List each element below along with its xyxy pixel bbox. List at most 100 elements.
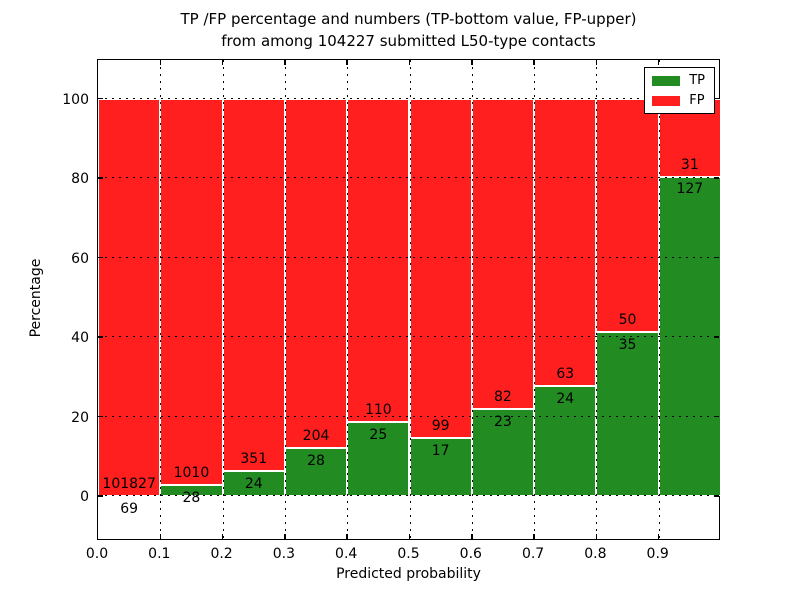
- y-tick-label: 40: [71, 330, 89, 346]
- gridline-horizontal: [98, 177, 719, 178]
- x-tick-mark: [221, 534, 224, 539]
- y-tick-mark: [714, 415, 719, 418]
- gridline-horizontal: [98, 256, 719, 258]
- gridline-vertical: [534, 60, 536, 539]
- gridline-horizontal: [98, 495, 719, 496]
- fp-swatch-icon: [652, 95, 681, 106]
- y-tick-label: 80: [71, 171, 89, 187]
- fp-bar-segment: [222, 98, 285, 471]
- y-tick-mark: [98, 415, 103, 418]
- fp-bar-segment: [596, 98, 659, 333]
- y-tick-label: 60: [71, 250, 89, 267]
- fp-bar-segment: [98, 98, 161, 496]
- x-tick-mark: [595, 60, 598, 65]
- fp-count-label: 63: [556, 366, 575, 383]
- tp-count-label: 35: [618, 337, 637, 354]
- chart-title-line1: TP /FP percentage and numbers (TP-bottom…: [180, 10, 637, 28]
- ticks-layer: [98, 60, 719, 539]
- tp-count-label: 25: [369, 427, 388, 444]
- y-tick-mark: [98, 495, 103, 497]
- gridline-vertical: [409, 60, 411, 539]
- fp-count-label: 110: [364, 402, 392, 419]
- x-tick-mark: [284, 60, 286, 65]
- x-tick-label: 0.0: [85, 546, 109, 562]
- y-tick-mark: [98, 256, 103, 259]
- x-tick-mark: [533, 534, 535, 539]
- chart-title-line2: from among 104227 submitted L50-type con…: [221, 32, 596, 50]
- x-tick-label: 0.6: [459, 546, 482, 562]
- tp-bar-segment: [347, 422, 410, 496]
- x-tick-label: 0.5: [397, 546, 420, 562]
- gridline-vertical: [222, 60, 224, 539]
- fp-bar-segment: [284, 98, 348, 449]
- gridline-horizontal: [98, 97, 719, 99]
- tp-bar-segment: [222, 470, 285, 496]
- fp-count-label: 101827: [102, 475, 156, 492]
- y-tick-label: 100: [62, 91, 89, 108]
- fp-count-label: 204: [302, 428, 330, 445]
- gridline-vertical: [347, 60, 349, 539]
- x-tick-mark: [471, 534, 473, 539]
- x-tick-label: 0.2: [210, 546, 233, 562]
- y-tick-mark: [714, 336, 719, 338]
- fp-bar-segment: [534, 98, 597, 387]
- y-tick-label: 0: [80, 489, 89, 505]
- tp-bar-segment: [471, 408, 535, 496]
- bar-value-labels-layer: 101827 69 1010 28 351 24 204 28 110 25 99 17 82 23 63 2…: [98, 60, 719, 539]
- x-tick-mark: [221, 60, 224, 65]
- gridline-horizontal: [98, 415, 719, 417]
- x-tick-mark: [408, 534, 411, 539]
- x-tick-label: 0.8: [584, 546, 607, 562]
- x-tick-label: 0.1: [148, 546, 171, 562]
- fp-count-label: 82: [494, 388, 512, 405]
- tp-count-label: 127: [676, 181, 704, 198]
- x-tick-mark: [657, 60, 660, 65]
- tp-bar-segment: [409, 437, 472, 496]
- x-tick-label: 0.4: [335, 546, 358, 562]
- y-tick-mark: [98, 177, 103, 179]
- fp-bar-segment: [347, 98, 410, 423]
- fp-count-label: 351: [240, 450, 268, 467]
- tp-count-label: 24: [556, 391, 575, 408]
- legend-item-fp: FP: [652, 93, 705, 108]
- x-tick-mark: [159, 60, 162, 65]
- gridlines-layer: [98, 60, 719, 539]
- x-tick-label: 0.3: [272, 546, 296, 562]
- tp-swatch-icon: [652, 75, 681, 86]
- gridline-vertical: [160, 60, 162, 539]
- x-tick-mark: [595, 534, 598, 539]
- x-tick-mark: [346, 60, 348, 65]
- plot-inner: 101827 69 1010 28 351 24 204 28 110 25 99 17 82 23 63 2…: [98, 60, 721, 539]
- gridline-vertical: [284, 60, 286, 539]
- gridline-vertical: [596, 60, 598, 539]
- x-tick-label: 0.9: [646, 546, 669, 562]
- legend-label: FP: [689, 93, 705, 108]
- y-tick-label: 20: [71, 409, 89, 426]
- gridline-horizontal: [98, 336, 719, 337]
- chart-title: TP /FP percentage and numbers (TP-bottom…: [97, 8, 720, 52]
- y-tick-mark: [714, 177, 719, 179]
- fp-count-label: 50: [618, 312, 637, 329]
- tp-count-label: 28: [307, 453, 325, 470]
- x-tick-mark: [657, 534, 660, 539]
- x-tick-mark: [159, 534, 162, 539]
- x-tick-mark: [346, 534, 348, 539]
- gridline-vertical: [471, 60, 473, 539]
- legend-label: TP: [689, 73, 705, 88]
- fp-count-label: 1010: [173, 465, 210, 482]
- y-tick-mark: [98, 97, 103, 100]
- tp-bar-segment: [596, 332, 659, 496]
- x-tick-label: 0.7: [521, 546, 545, 562]
- plot-area: 101827 69 1010 28 351 24 204 28 110 25 99 17 82 23 63 2…: [97, 59, 721, 540]
- x-tick-mark: [533, 60, 535, 65]
- tp-count-label: 24: [244, 475, 263, 492]
- fp-count-label: 99: [431, 417, 450, 434]
- tp-count-label: 17: [431, 442, 450, 459]
- y-axis-label: Percentage: [28, 258, 44, 338]
- x-tick-mark: [471, 60, 473, 65]
- x-tick-mark: [284, 534, 286, 539]
- x-tick-mark: [408, 60, 411, 65]
- legend: TP FP: [644, 67, 715, 114]
- y-tick-mark: [714, 495, 719, 497]
